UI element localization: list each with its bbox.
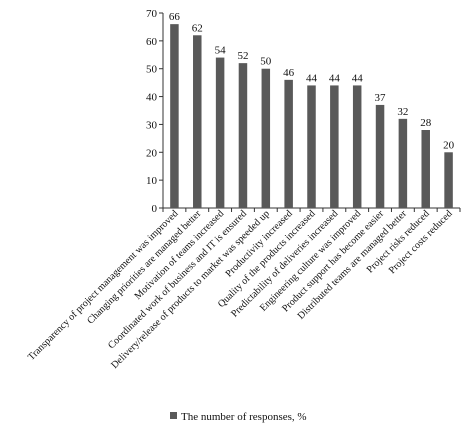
axes xyxy=(162,13,461,212)
data-label: 52 xyxy=(237,50,248,62)
legend-swatch xyxy=(170,412,177,419)
y-tick-label: 50 xyxy=(146,64,158,76)
bar xyxy=(375,104,385,208)
bar xyxy=(352,85,362,208)
data-label: 20 xyxy=(443,139,455,151)
bar xyxy=(215,57,225,209)
bar xyxy=(238,63,248,209)
y-tick-label: 30 xyxy=(146,119,158,131)
data-label: 54 xyxy=(215,45,227,57)
data-label: 44 xyxy=(306,72,318,84)
data-label: 44 xyxy=(352,72,364,84)
y-tick-label: 0 xyxy=(152,203,158,215)
bar xyxy=(398,118,408,208)
y-tick-label: 10 xyxy=(146,175,158,187)
data-label: 62 xyxy=(192,22,203,34)
legend: The number of responses, % xyxy=(170,411,307,423)
y-tick-label: 70 xyxy=(146,8,158,20)
y-axis-ticks: 0 10 20 30 40 50 60 70 xyxy=(146,8,163,215)
x-category-label: Transparency of project management was i… xyxy=(26,208,181,363)
y-tick-label: 40 xyxy=(146,92,158,104)
legend-label: The number of responses, % xyxy=(181,411,307,423)
data-label: 46 xyxy=(283,67,295,79)
bar xyxy=(261,68,271,208)
y-tick-label: 60 xyxy=(146,36,158,48)
data-label: 44 xyxy=(329,72,341,84)
bar xyxy=(330,85,339,208)
data-label: 37 xyxy=(375,92,387,104)
x-category-label: Motivation of teams increased xyxy=(133,208,227,302)
x-category-label: Delivery/release of products to market w… xyxy=(109,208,272,371)
bar xyxy=(193,35,202,209)
bar xyxy=(284,79,293,208)
y-tick-label: 20 xyxy=(146,147,158,159)
data-labels: 66 62 54 52 50 46 44 44 44 37 32 28 20 xyxy=(169,11,455,151)
bar xyxy=(307,85,316,208)
data-label: 32 xyxy=(397,106,408,118)
bar xyxy=(170,24,179,209)
bars xyxy=(170,24,453,209)
bar xyxy=(444,152,453,208)
x-axis-category-labels: Transparency of project management was i… xyxy=(26,208,455,371)
bar xyxy=(421,130,430,208)
data-label: 28 xyxy=(420,117,432,129)
data-label: 50 xyxy=(260,56,272,68)
data-label: 66 xyxy=(169,11,181,23)
